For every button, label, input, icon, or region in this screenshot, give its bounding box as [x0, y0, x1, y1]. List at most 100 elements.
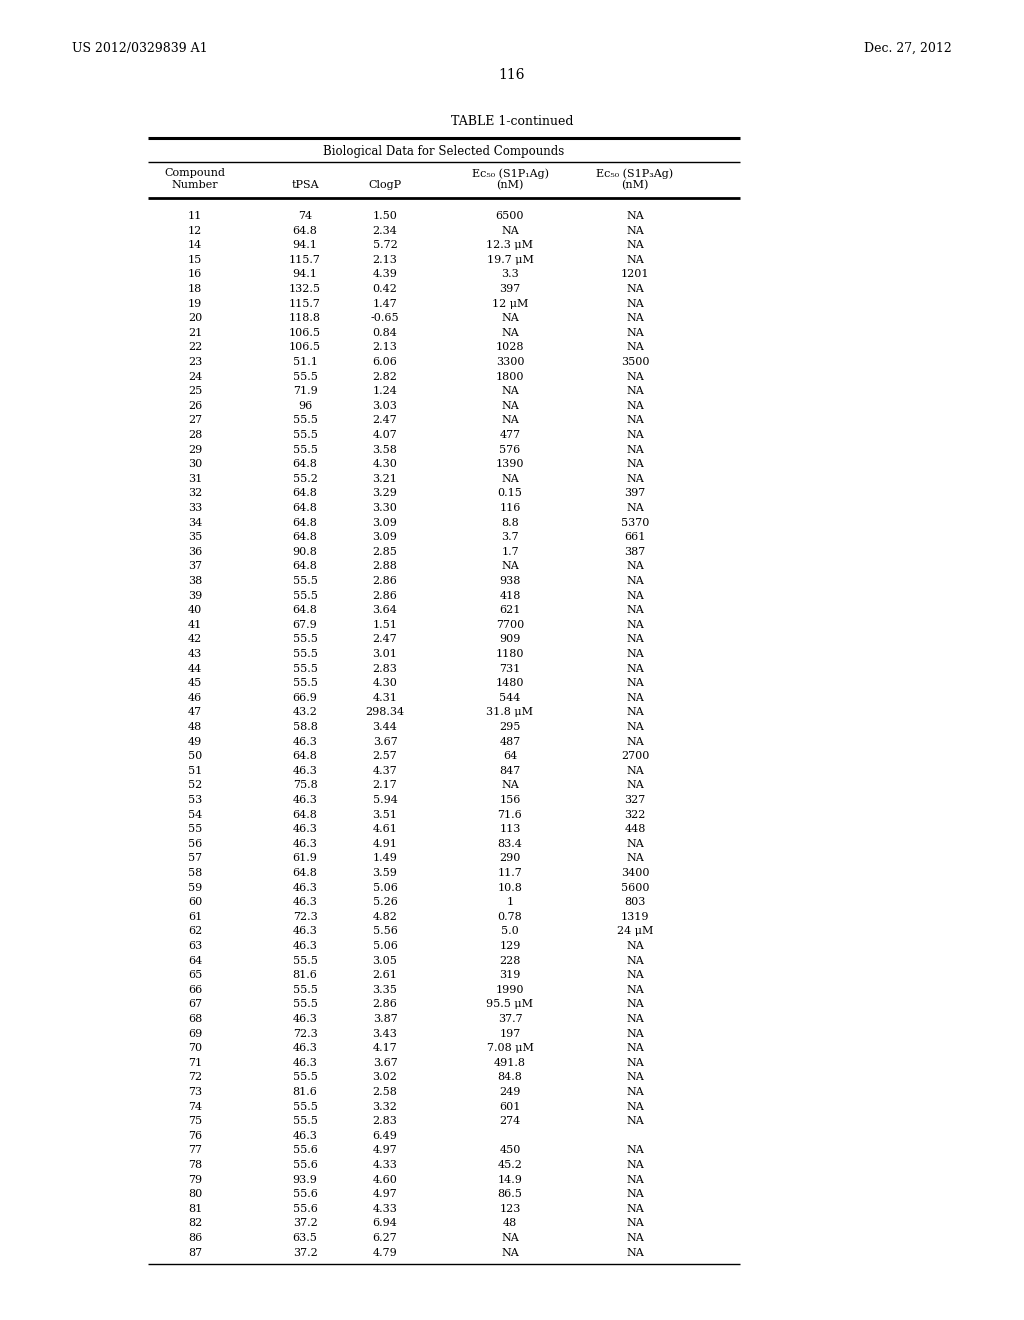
Text: 55: 55 — [187, 824, 202, 834]
Text: 67.9: 67.9 — [293, 620, 317, 630]
Text: 576: 576 — [500, 445, 520, 454]
Text: 37.2: 37.2 — [293, 1218, 317, 1229]
Text: 24: 24 — [187, 372, 202, 381]
Text: 79: 79 — [188, 1175, 202, 1184]
Text: 3.7: 3.7 — [501, 532, 519, 543]
Text: 86: 86 — [187, 1233, 202, 1243]
Text: 22: 22 — [187, 342, 202, 352]
Text: 327: 327 — [625, 795, 645, 805]
Text: 44: 44 — [187, 664, 202, 673]
Text: NA: NA — [626, 474, 644, 484]
Text: 64: 64 — [187, 956, 202, 966]
Text: 46.3: 46.3 — [293, 941, 317, 950]
Text: 28: 28 — [187, 430, 202, 440]
Text: 3.03: 3.03 — [373, 401, 397, 411]
Text: 19: 19 — [187, 298, 202, 309]
Text: 46.3: 46.3 — [293, 766, 317, 776]
Text: 46.3: 46.3 — [293, 795, 317, 805]
Text: 55.5: 55.5 — [293, 999, 317, 1010]
Text: 4.39: 4.39 — [373, 269, 397, 280]
Text: 3400: 3400 — [621, 869, 649, 878]
Text: NA: NA — [626, 1204, 644, 1214]
Text: 1480: 1480 — [496, 678, 524, 688]
Text: 46.3: 46.3 — [293, 898, 317, 907]
Text: 1.47: 1.47 — [373, 298, 397, 309]
Text: 477: 477 — [500, 430, 520, 440]
Text: 387: 387 — [625, 546, 645, 557]
Text: NA: NA — [501, 416, 519, 425]
Text: 319: 319 — [500, 970, 520, 981]
Text: 75: 75 — [188, 1117, 202, 1126]
Text: 54: 54 — [187, 809, 202, 820]
Text: 2.13: 2.13 — [373, 255, 397, 265]
Text: Ec₅₀ (S1P₁Ag): Ec₅₀ (S1P₁Ag) — [471, 168, 549, 178]
Text: NA: NA — [626, 1160, 644, 1170]
Text: 1180: 1180 — [496, 649, 524, 659]
Text: 803: 803 — [625, 898, 646, 907]
Text: 116: 116 — [500, 503, 520, 513]
Text: 4.30: 4.30 — [373, 678, 397, 688]
Text: NA: NA — [501, 327, 519, 338]
Text: NA: NA — [626, 1247, 644, 1258]
Text: 60: 60 — [187, 898, 202, 907]
Text: 66: 66 — [187, 985, 202, 995]
Text: 295: 295 — [500, 722, 520, 733]
Text: 5370: 5370 — [621, 517, 649, 528]
Text: 2.86: 2.86 — [373, 576, 397, 586]
Text: 4.82: 4.82 — [373, 912, 397, 921]
Text: NA: NA — [626, 387, 644, 396]
Text: 3.43: 3.43 — [373, 1028, 397, 1039]
Text: 20: 20 — [187, 313, 202, 323]
Text: 3.09: 3.09 — [373, 517, 397, 528]
Text: NA: NA — [626, 664, 644, 673]
Text: 322: 322 — [625, 809, 646, 820]
Text: 64.8: 64.8 — [293, 226, 317, 235]
Text: 4.97: 4.97 — [373, 1146, 397, 1155]
Text: 909: 909 — [500, 635, 520, 644]
Text: 74: 74 — [298, 211, 312, 220]
Text: 113: 113 — [500, 824, 520, 834]
Text: 55.5: 55.5 — [293, 372, 317, 381]
Text: 4.07: 4.07 — [373, 430, 397, 440]
Text: 3.59: 3.59 — [373, 869, 397, 878]
Text: 3.44: 3.44 — [373, 722, 397, 733]
Text: 491.8: 491.8 — [494, 1057, 526, 1068]
Text: 1390: 1390 — [496, 459, 524, 469]
Text: 4.31: 4.31 — [373, 693, 397, 702]
Text: 3.58: 3.58 — [373, 445, 397, 454]
Text: 6.49: 6.49 — [373, 1131, 397, 1140]
Text: NA: NA — [501, 1247, 519, 1258]
Text: 95.5 μM: 95.5 μM — [486, 999, 534, 1010]
Text: 6.27: 6.27 — [373, 1233, 397, 1243]
Text: 3.02: 3.02 — [373, 1072, 397, 1082]
Text: 2.61: 2.61 — [373, 970, 397, 981]
Text: NA: NA — [626, 255, 644, 265]
Text: 1990: 1990 — [496, 985, 524, 995]
Text: NA: NA — [501, 474, 519, 484]
Text: 129: 129 — [500, 941, 520, 950]
Text: 115.7: 115.7 — [289, 298, 321, 309]
Text: NA: NA — [626, 576, 644, 586]
Text: 61.9: 61.9 — [293, 854, 317, 863]
Text: NA: NA — [626, 590, 644, 601]
Text: 397: 397 — [625, 488, 645, 499]
Text: 123: 123 — [500, 1204, 520, 1214]
Text: NA: NA — [626, 240, 644, 251]
Text: NA: NA — [626, 445, 644, 454]
Text: 26: 26 — [187, 401, 202, 411]
Text: 2.47: 2.47 — [373, 635, 397, 644]
Text: 46.3: 46.3 — [293, 1014, 317, 1024]
Text: 32: 32 — [187, 488, 202, 499]
Text: 46.3: 46.3 — [293, 883, 317, 892]
Text: 55.5: 55.5 — [293, 1117, 317, 1126]
Text: NA: NA — [626, 327, 644, 338]
Text: 63: 63 — [187, 941, 202, 950]
Text: 24 μM: 24 μM — [616, 927, 653, 936]
Text: 55.6: 55.6 — [293, 1146, 317, 1155]
Text: 5.72: 5.72 — [373, 240, 397, 251]
Text: 81.6: 81.6 — [293, 970, 317, 981]
Text: NA: NA — [626, 766, 644, 776]
Text: 156: 156 — [500, 795, 520, 805]
Text: NA: NA — [626, 649, 644, 659]
Text: 2.83: 2.83 — [373, 664, 397, 673]
